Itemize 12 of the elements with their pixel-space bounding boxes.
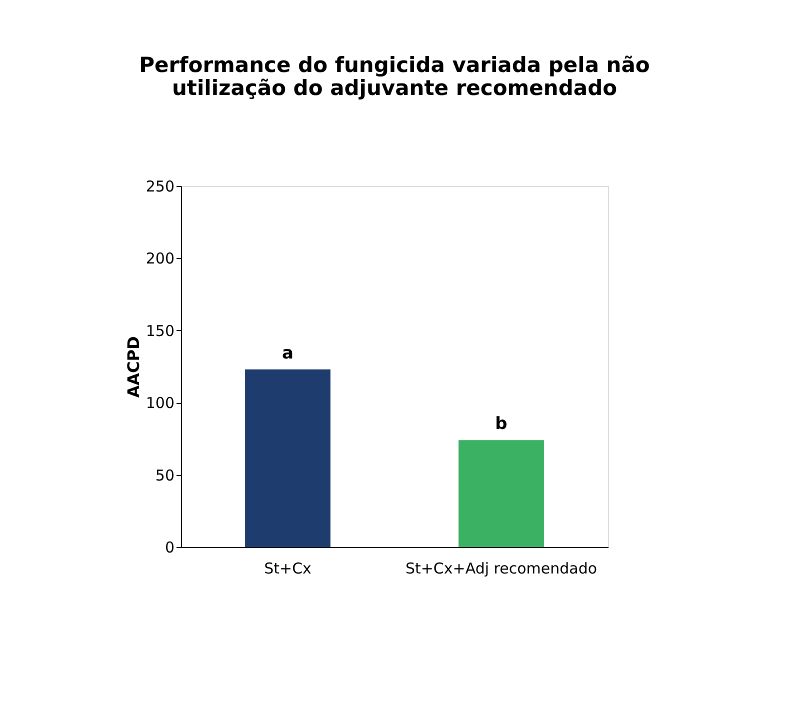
y-tick-label: 250	[146, 178, 174, 196]
x-tick-label: St+Cx	[264, 560, 312, 578]
y-axis-title: AACPD	[124, 336, 143, 398]
annotation: a	[282, 343, 294, 364]
x-tick-label: St+Cx+Adj recomendado	[405, 560, 598, 578]
y-tick-label: 0	[164, 538, 174, 556]
y-tick-label: 100	[146, 394, 174, 412]
y-tick-label: 200	[146, 250, 174, 268]
y-tick-label: 50	[155, 466, 174, 484]
y-tick-label: 150	[146, 322, 174, 340]
annotation: b	[495, 414, 508, 434]
chart-title: Performance do fungicida variada pela não utilização do adjuvante recomendado	[139, 53, 650, 100]
